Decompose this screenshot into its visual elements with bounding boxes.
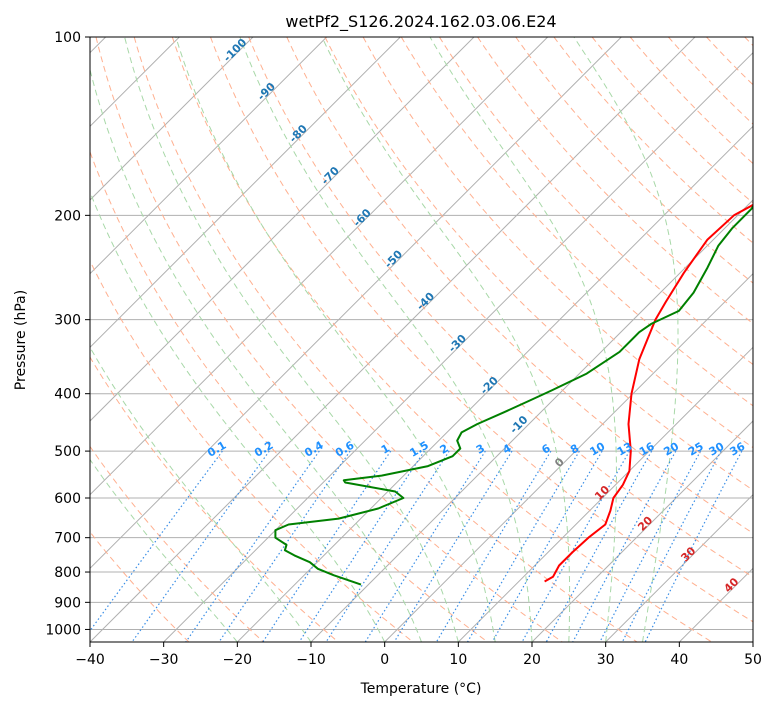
- mixing-ratio-line: [521, 450, 631, 642]
- mixing-ratio-line: [90, 450, 223, 632]
- isotherm-gridline: [90, 37, 475, 422]
- moist-adiabat: [90, 190, 386, 642]
- moist-adiabat: [573, 37, 679, 642]
- isotherm-gridline: [90, 37, 696, 642]
- y-tick-label: 300: [54, 313, 81, 329]
- isotherm-gridline: [90, 37, 254, 201]
- moist-adiabat: [321, 37, 571, 642]
- y-tick-label: 900: [54, 595, 81, 611]
- isotherm-gridline: [90, 37, 549, 496]
- x-tick-label: 0: [380, 652, 389, 668]
- x-tick-label: 30: [597, 652, 615, 668]
- mixing-ratio-layer: [90, 450, 743, 642]
- mixing-ratio-line: [491, 450, 603, 642]
- mixing-ratio-line: [218, 450, 351, 642]
- grid-layer: [90, 37, 753, 642]
- x-axis: −40 −30 −20 −10 0 10 20 30 40 50: [75, 642, 762, 668]
- dry-adiabat: [90, 259, 414, 642]
- dry-adiabat: [553, 37, 753, 244]
- mixing-ratio-line: [545, 450, 653, 642]
- y-tick-label: 200: [54, 208, 81, 224]
- dry-adiabat: [362, 37, 753, 449]
- mixing-ratio-line: [572, 450, 677, 642]
- y-tick-label: 400: [54, 387, 81, 403]
- y-tick-label: 700: [54, 531, 81, 547]
- y-tick-label: 800: [54, 565, 81, 581]
- isotherm-gridline: [457, 346, 753, 642]
- isotherm-gridline: [531, 420, 753, 642]
- x-tick-label: −10: [296, 652, 326, 668]
- y-tick-label: 500: [54, 444, 81, 460]
- dry-adiabat: [324, 37, 753, 491]
- moist-adiabat: [90, 346, 312, 642]
- x-tick-label: −30: [149, 652, 179, 668]
- moist-adiabat: [124, 37, 459, 642]
- dry-adiabat: [171, 37, 712, 642]
- isotherm-gridline: [163, 51, 753, 642]
- mixing-ratio-line: [131, 450, 270, 642]
- mixing-ratio-line: [599, 450, 702, 642]
- x-tick-label: 10: [449, 652, 467, 668]
- mixing-ratio-line: [393, 450, 513, 642]
- isotherm-gridline: [384, 272, 753, 642]
- dry-adiabat: [95, 37, 563, 642]
- dry-adiabat: [133, 37, 638, 642]
- dry-adiabat: [90, 356, 339, 642]
- dry-adiabat: [210, 37, 753, 623]
- y-axis: 100 200 300 400 500 600 700 800 900 1000: [45, 30, 90, 638]
- moist-adiabat: [239, 37, 533, 642]
- moist-adiabat: [90, 67, 422, 642]
- y-tick-label: 100: [54, 30, 81, 46]
- dry-adiabat: [248, 37, 753, 578]
- plot-frame: [89, 36, 754, 643]
- mixing-ratio-line: [644, 450, 743, 642]
- mixing-ratio-line: [621, 450, 722, 642]
- temperature-profile-line: [544, 203, 753, 583]
- dewpoint-profile-line: [274, 204, 753, 586]
- y-axis-label: Pressure (hPa): [13, 290, 29, 390]
- x-axis-label: Temperature (°C): [360, 681, 482, 697]
- isotherm-gridline: [605, 493, 753, 642]
- x-tick-label: −20: [223, 652, 253, 668]
- dry-adiabat: [438, 37, 753, 366]
- dry-adiabat: [591, 37, 753, 204]
- y-tick-label: 1000: [45, 622, 81, 638]
- x-tick-label: 20: [523, 652, 541, 668]
- mixing-ratio-line: [262, 450, 392, 642]
- mixing-ratio-line: [185, 450, 320, 642]
- x-tick-label: −40: [75, 652, 105, 668]
- adiabat-layer: [90, 37, 753, 642]
- dry-adiabat: [286, 37, 753, 534]
- series-layer: [274, 203, 753, 586]
- dry-adiabat: [400, 37, 753, 407]
- isotherm-gridline: [236, 125, 753, 642]
- moist-adiabat: [429, 37, 617, 642]
- dry-adiabat: [90, 445, 264, 642]
- isotherm-gridline: [90, 37, 328, 275]
- x-tick-label: 40: [670, 652, 688, 668]
- x-tick-label: 50: [744, 652, 762, 668]
- moist-adiabat: [90, 458, 238, 642]
- chart-title: wetPf2_S126.2024.162.03.06.E24: [285, 12, 556, 32]
- moist-adiabat: [175, 37, 496, 642]
- mixing-ratio-line: [298, 450, 425, 642]
- y-tick-label: 600: [54, 491, 81, 507]
- isotherm-gridline: [90, 37, 622, 570]
- isotherm-gridline: [90, 37, 401, 349]
